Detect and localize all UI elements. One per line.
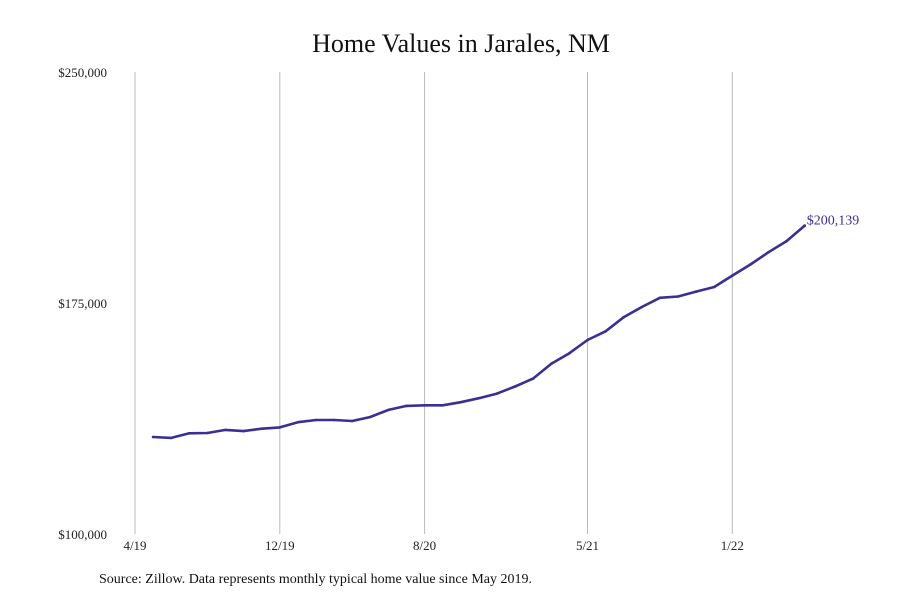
data-point <box>477 396 481 400</box>
x-tick-label: 12/19 <box>265 538 295 553</box>
data-point <box>658 296 662 300</box>
chart-title: Home Values in Jarales, NM <box>312 29 610 58</box>
data-point <box>531 377 535 380</box>
x-tick-label: 4/19 <box>123 538 146 553</box>
data-point <box>369 415 372 419</box>
data-point <box>640 305 644 309</box>
data-point <box>731 274 734 277</box>
home-value-line <box>151 224 806 440</box>
source-note: Source: Zillow. Data represents monthly … <box>99 572 532 587</box>
data-point <box>749 263 752 266</box>
data-point <box>206 431 209 435</box>
data-point <box>188 432 191 435</box>
data-point <box>151 435 155 439</box>
x-tick-label: 1/22 <box>721 538 744 553</box>
data-point <box>803 224 806 227</box>
data-point <box>332 418 336 422</box>
x-axis-tick-labels: 4/19 12/19 8/20 5/21 1/22 <box>123 538 743 553</box>
data-point <box>785 239 788 243</box>
data-point <box>441 404 445 407</box>
vertical-grid-lines <box>134 72 733 534</box>
data-point <box>712 285 716 289</box>
data-point <box>459 400 463 404</box>
data-point <box>260 427 264 431</box>
data-point <box>296 420 300 424</box>
y-tick-label: $100,000 <box>58 527 107 542</box>
data-point <box>242 429 245 433</box>
data-point <box>604 330 607 333</box>
y-tick-label: $250,000 <box>58 65 107 80</box>
data-point <box>278 426 282 429</box>
end-value-label: $200,139 <box>807 214 860 229</box>
x-tick-label: 8/20 <box>413 538 436 553</box>
data-point <box>169 436 173 440</box>
data-point <box>676 295 680 298</box>
data-point <box>586 338 589 342</box>
x-tick-label: 5/21 <box>576 538 599 553</box>
data-point <box>694 290 698 293</box>
data-point <box>495 392 499 395</box>
data-point <box>622 315 625 319</box>
y-axis-tick-labels: $250,000 $175,000 $100,000 <box>58 65 107 542</box>
data-point <box>405 404 408 408</box>
data-point <box>513 385 517 388</box>
data-point <box>550 362 553 366</box>
data-point <box>767 250 770 254</box>
y-tick-label: $175,000 <box>58 296 107 311</box>
data-point <box>423 404 426 407</box>
data-points <box>151 224 806 440</box>
data-point <box>224 428 227 432</box>
data-point <box>387 408 390 412</box>
data-point <box>568 351 571 355</box>
data-point <box>350 419 354 423</box>
data-point <box>314 418 318 422</box>
